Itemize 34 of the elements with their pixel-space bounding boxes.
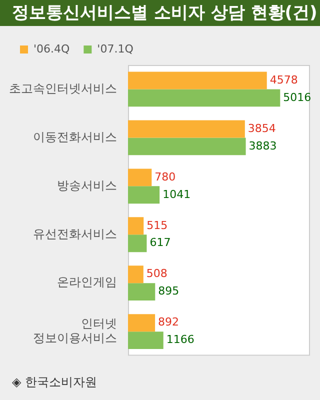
legend-label: '07.1Q	[97, 42, 134, 56]
text: ◈ 한국소비자원	[11, 374, 98, 391]
bar	[128, 89, 280, 107]
bar	[128, 168, 152, 186]
chart-title: 정보통신서비스별 소비자 상담 현황(건)	[0, 0, 320, 26]
bar	[128, 283, 156, 301]
data-label: 508	[146, 267, 168, 280]
data-label: 515	[146, 218, 168, 232]
y-tick-label: 인터넷 정보이용서비스	[33, 316, 117, 345]
data-label: 892	[158, 316, 180, 329]
data-label: 5016	[283, 90, 312, 104]
bar	[128, 72, 267, 90]
bar	[128, 332, 164, 350]
bar	[128, 217, 144, 235]
y-tick-label: 초고속인터넷서비스	[9, 81, 117, 96]
data-label: 617	[150, 236, 171, 250]
bar	[128, 138, 246, 156]
data-label: 1041	[162, 188, 191, 201]
y-tick-label: 유선전화서비스	[33, 226, 117, 241]
bar	[128, 314, 156, 332]
bar	[128, 234, 147, 252]
y-tick-label: 온라인게임	[57, 275, 117, 290]
data-label: 4578	[270, 73, 298, 86]
data-label: 3854	[248, 122, 276, 135]
data-label: 780	[154, 170, 176, 184]
y-tick-label: 이동전화서비스	[33, 130, 117, 144]
bar	[128, 186, 160, 204]
data-label: 3883	[248, 139, 277, 152]
legend-label: '06.4Q	[34, 42, 70, 56]
data-label: 895	[158, 284, 180, 298]
y-tick-label: 방송서비스	[57, 178, 117, 192]
bar	[128, 266, 144, 284]
data-label: 1166	[166, 333, 194, 346]
bar	[128, 120, 245, 138]
